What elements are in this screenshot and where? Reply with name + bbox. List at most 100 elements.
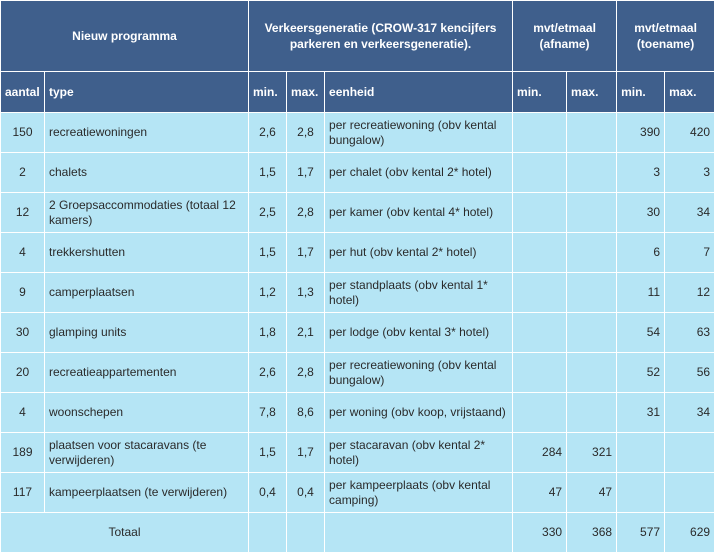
col-toename-min: min. [616, 71, 666, 113]
cell-max: 2,8 [286, 112, 326, 153]
cell-max: 1,7 [286, 232, 326, 273]
cell-min: 1,5 [248, 152, 288, 193]
total-label: Totaal [0, 512, 250, 553]
total-row: Totaal 330 368 577 629 [0, 512, 714, 553]
cell-max: 2,8 [286, 192, 326, 233]
cell-eenheid: per kamer (obv kental 4* hotel) [324, 192, 514, 233]
cell-toename-min: 54 [616, 312, 666, 353]
cell-afname-max [566, 232, 618, 273]
subheader-row: aantal type min. max. eenheid min. max. … [0, 71, 714, 113]
cell-aantal: 117 [0, 472, 45, 513]
cell-toename-max: 3 [664, 152, 714, 193]
cell-min: 1,5 [248, 232, 288, 273]
cell-eenheid: per stacaravan (obv kental 2* hotel) [324, 432, 514, 473]
cell-aantal: 150 [0, 112, 45, 153]
total-afname-min: 330 [512, 512, 568, 553]
cell-toename-min: 30 [616, 192, 666, 233]
cell-toename-max [664, 472, 714, 513]
cell-eenheid: per chalet (obv kental 2* hotel) [324, 152, 514, 193]
cell-type: woonschepen [43, 392, 250, 433]
header-toename: mvt/etmaal (toename) [616, 0, 714, 72]
col-max: max. [286, 71, 326, 113]
header-row: Nieuw programma Verkeersgeneratie (CROW-… [0, 0, 714, 72]
col-toename-max: max. [664, 71, 714, 113]
cell-aantal: 2 [0, 152, 45, 193]
cell-toename-min: 3 [616, 152, 666, 193]
header-afname: mvt/etmaal (afname) [512, 0, 618, 72]
col-eenheid: eenheid [324, 71, 514, 113]
cell-max: 1,3 [286, 272, 326, 313]
cell-min: 2,5 [248, 192, 288, 233]
table-row: 2 chalets 1,5 1,7 per chalet (obv kental… [0, 152, 714, 193]
cell-min: 2,6 [248, 112, 288, 153]
col-afname-min: min. [512, 71, 568, 113]
cell-aantal: 9 [0, 272, 45, 313]
cell-type: trekkershutten [43, 232, 250, 273]
cell-toename-max: 56 [664, 352, 714, 393]
cell-toename-min: 6 [616, 232, 666, 273]
cell-min: 1,8 [248, 312, 288, 353]
cell-afname-max [566, 392, 618, 433]
cell-toename-max: 34 [664, 392, 714, 433]
cell-toename-max: 34 [664, 192, 714, 233]
cell-type: chalets [43, 152, 250, 193]
cell-min: 0,4 [248, 472, 288, 513]
cell-afname-min [512, 152, 568, 193]
col-afname-max: max. [566, 71, 618, 113]
cell-toename-max: 63 [664, 312, 714, 353]
total-afname-max: 368 [566, 512, 618, 553]
cell-toename-min [616, 472, 666, 513]
cell-min: 2,6 [248, 352, 288, 393]
cell-toename-min: 11 [616, 272, 666, 313]
total-toename-min: 577 [616, 512, 666, 553]
col-type: type [43, 71, 250, 113]
cell-afname-min [512, 232, 568, 273]
cell-eenheid: per hut (obv kental 2* hotel) [324, 232, 514, 273]
cell-eenheid: per woning (obv koop, vrijstaand) [324, 392, 514, 433]
total-toename-max: 629 [664, 512, 714, 553]
cell-toename-min [616, 432, 666, 473]
cell-afname-min [512, 392, 568, 433]
cell-afname-max: 321 [566, 432, 618, 473]
cell-aantal: 4 [0, 392, 45, 433]
cell-afname-min [512, 272, 568, 313]
cell-afname-max [566, 192, 618, 233]
cell-toename-max: 420 [664, 112, 714, 153]
cell-type: plaatsen voor stacaravans (te verwijdere… [43, 432, 250, 473]
cell-afname-max [566, 312, 618, 353]
total-empty-min [248, 512, 288, 553]
cell-afname-max [566, 152, 618, 193]
cell-eenheid: per kampeerplaats (obv kental camping) [324, 472, 514, 513]
cell-aantal: 20 [0, 352, 45, 393]
table-row: 30 glamping units 1,8 2,1 per lodge (obv… [0, 312, 714, 353]
cell-afname-min [512, 192, 568, 233]
cell-afname-min [512, 312, 568, 353]
table-row: 20 recreatieappartementen 2,6 2,8 per re… [0, 352, 714, 393]
cell-type: recreatieappartementen [43, 352, 250, 393]
total-empty-max [286, 512, 326, 553]
table-row: 12 2 Groepsaccommodaties (totaal 12 kame… [0, 192, 714, 233]
cell-eenheid: per recreatiewoning (obv kental bungalow… [324, 352, 514, 393]
cell-aantal: 4 [0, 232, 45, 273]
cell-toename-max: 12 [664, 272, 714, 313]
cell-max: 1,7 [286, 152, 326, 193]
cell-afname-min: 47 [512, 472, 568, 513]
cell-type: kampeerplaatsen (te verwijderen) [43, 472, 250, 513]
header-generation: Verkeersgeneratie (CROW-317 kencijfers p… [248, 0, 514, 72]
cell-afname-max [566, 112, 618, 153]
table-row: 4 woonschepen 7,8 8,6 per woning (obv ko… [0, 392, 714, 433]
cell-afname-max: 47 [566, 472, 618, 513]
cell-type: glamping units [43, 312, 250, 353]
cell-toename-max [664, 432, 714, 473]
cell-type: camperplaatsen [43, 272, 250, 313]
cell-toename-max: 7 [664, 232, 714, 273]
cell-aantal: 12 [0, 192, 45, 233]
cell-aantal: 189 [0, 432, 45, 473]
cell-max: 1,7 [286, 432, 326, 473]
cell-type: 2 Groepsaccommodaties (totaal 12 kamers) [43, 192, 250, 233]
table-row: 150 recreatiewoningen 2,6 2,8 per recrea… [0, 112, 714, 153]
cell-type: recreatiewoningen [43, 112, 250, 153]
col-aantal: aantal [0, 71, 45, 113]
cell-afname-max [566, 272, 618, 313]
cell-aantal: 30 [0, 312, 45, 353]
